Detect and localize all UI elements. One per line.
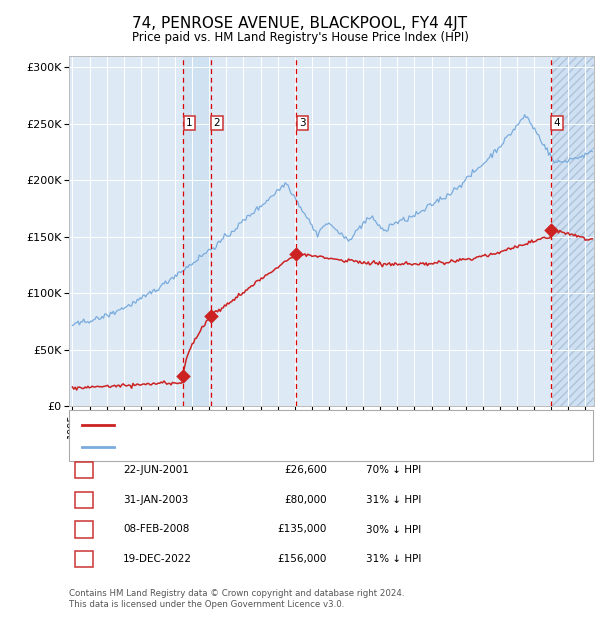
Text: 3: 3 — [299, 118, 306, 128]
Text: 31% ↓ HPI: 31% ↓ HPI — [366, 554, 421, 564]
Text: 2: 2 — [214, 118, 220, 128]
Point — [292, 249, 301, 259]
Text: 31-JAN-2003: 31-JAN-2003 — [123, 495, 188, 505]
Text: 74, PENROSE AVENUE, BLACKPOOL, FY4 4JT: 74, PENROSE AVENUE, BLACKPOOL, FY4 4JT — [133, 16, 467, 31]
Point — [206, 311, 215, 321]
Text: 70% ↓ HPI: 70% ↓ HPI — [366, 465, 421, 475]
Text: 19-DEC-2022: 19-DEC-2022 — [123, 554, 192, 564]
Text: £26,600: £26,600 — [284, 465, 327, 475]
Text: 08-FEB-2008: 08-FEB-2008 — [123, 525, 190, 534]
Text: 1: 1 — [186, 118, 193, 128]
Bar — [551, 56, 594, 406]
Text: 31% ↓ HPI: 31% ↓ HPI — [366, 495, 421, 505]
Text: 1: 1 — [80, 465, 88, 475]
Text: Contains HM Land Registry data © Crown copyright and database right 2024.
This d: Contains HM Land Registry data © Crown c… — [69, 590, 404, 609]
Text: 74, PENROSE AVENUE, BLACKPOOL, FY4 4JT (detached house): 74, PENROSE AVENUE, BLACKPOOL, FY4 4JT (… — [120, 420, 443, 430]
Point — [178, 371, 188, 381]
Text: 3: 3 — [80, 525, 88, 534]
Text: 22-JUN-2001: 22-JUN-2001 — [123, 465, 189, 475]
Text: 2: 2 — [80, 495, 88, 505]
Point — [546, 225, 556, 235]
Text: £156,000: £156,000 — [278, 554, 327, 564]
Text: Price paid vs. HM Land Registry's House Price Index (HPI): Price paid vs. HM Land Registry's House … — [131, 31, 469, 44]
Text: HPI: Average price, detached house, Blackpool: HPI: Average price, detached house, Blac… — [120, 441, 364, 451]
Text: 30% ↓ HPI: 30% ↓ HPI — [366, 525, 421, 534]
Text: £135,000: £135,000 — [278, 525, 327, 534]
Bar — [183, 56, 211, 406]
Text: £80,000: £80,000 — [284, 495, 327, 505]
Text: 4: 4 — [80, 554, 88, 564]
Text: 4: 4 — [554, 118, 560, 128]
